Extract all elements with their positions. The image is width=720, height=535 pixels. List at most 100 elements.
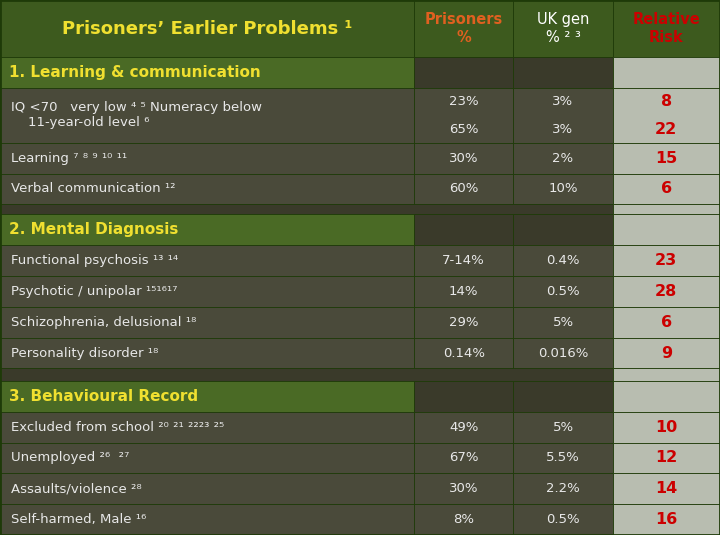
Bar bbox=[0, 276, 414, 307]
Text: Relative
Risk: Relative Risk bbox=[632, 12, 701, 45]
Text: 28: 28 bbox=[655, 284, 678, 299]
Bar bbox=[414, 276, 513, 307]
Bar bbox=[0, 369, 613, 381]
Bar bbox=[613, 381, 720, 412]
Bar bbox=[414, 57, 513, 88]
Bar bbox=[414, 0, 513, 57]
Text: 2%: 2% bbox=[552, 151, 574, 165]
Text: 65%: 65% bbox=[449, 123, 478, 135]
Bar bbox=[414, 215, 513, 245]
Bar bbox=[414, 245, 513, 276]
Text: 0.14%: 0.14% bbox=[443, 347, 485, 360]
Text: 49%: 49% bbox=[449, 421, 478, 433]
Text: Personality disorder ¹⁸: Personality disorder ¹⁸ bbox=[11, 347, 158, 360]
Text: 0.4%: 0.4% bbox=[546, 254, 580, 267]
Bar bbox=[0, 338, 414, 369]
Bar bbox=[513, 412, 613, 442]
Text: IQ <70   very low ⁴ ⁵ Numeracy below
    11-year-old level ⁶: IQ <70 very low ⁴ ⁵ Numeracy below 11-ye… bbox=[11, 101, 262, 129]
Bar bbox=[613, 473, 720, 504]
Bar bbox=[0, 412, 414, 442]
Text: 30%: 30% bbox=[449, 482, 478, 495]
Text: Schizophrenia, delusional ¹⁸: Schizophrenia, delusional ¹⁸ bbox=[11, 316, 196, 328]
Bar bbox=[0, 307, 414, 338]
Text: 6: 6 bbox=[661, 315, 672, 330]
Text: 9: 9 bbox=[661, 346, 672, 361]
Text: Prisoners
%: Prisoners % bbox=[425, 12, 503, 45]
Bar bbox=[0, 215, 414, 245]
Bar bbox=[513, 245, 613, 276]
Bar bbox=[613, 307, 720, 338]
Bar bbox=[613, 369, 720, 381]
Text: 6: 6 bbox=[661, 181, 672, 196]
Bar bbox=[613, 204, 720, 215]
Bar bbox=[613, 173, 720, 204]
Bar bbox=[0, 57, 414, 88]
Bar bbox=[613, 57, 720, 88]
Bar bbox=[513, 88, 613, 143]
Text: Prisoners’ Earlier Problems ¹: Prisoners’ Earlier Problems ¹ bbox=[62, 20, 352, 37]
Text: Verbal communication ¹²: Verbal communication ¹² bbox=[11, 182, 175, 195]
Bar bbox=[613, 412, 720, 442]
Bar bbox=[0, 0, 414, 57]
Text: 10%: 10% bbox=[549, 182, 577, 195]
Text: 16: 16 bbox=[655, 512, 678, 527]
Text: 5%: 5% bbox=[552, 421, 574, 433]
Text: 0.5%: 0.5% bbox=[546, 513, 580, 526]
Text: Assaults/violence ²⁸: Assaults/violence ²⁸ bbox=[11, 482, 142, 495]
Bar bbox=[414, 381, 513, 412]
Text: Excluded from school ²⁰ ²¹ ²²²³ ²⁵: Excluded from school ²⁰ ²¹ ²²²³ ²⁵ bbox=[11, 421, 224, 433]
Text: 8: 8 bbox=[661, 94, 672, 109]
Bar bbox=[414, 442, 513, 473]
Text: 15: 15 bbox=[655, 151, 678, 166]
Bar bbox=[0, 381, 414, 412]
Bar bbox=[414, 473, 513, 504]
Text: Unemployed ²⁶  ²⁷: Unemployed ²⁶ ²⁷ bbox=[11, 452, 129, 464]
Text: 29%: 29% bbox=[449, 316, 478, 328]
Text: 12: 12 bbox=[655, 450, 678, 465]
Bar bbox=[613, 504, 720, 535]
Bar bbox=[513, 381, 613, 412]
Text: 8%: 8% bbox=[453, 513, 474, 526]
Bar bbox=[613, 338, 720, 369]
Bar bbox=[414, 307, 513, 338]
Text: 67%: 67% bbox=[449, 452, 478, 464]
Bar bbox=[414, 338, 513, 369]
Bar bbox=[414, 173, 513, 204]
Bar bbox=[513, 338, 613, 369]
Bar bbox=[513, 504, 613, 535]
Text: 10: 10 bbox=[655, 419, 678, 434]
Bar bbox=[414, 143, 513, 173]
Bar bbox=[414, 412, 513, 442]
Text: 5.5%: 5.5% bbox=[546, 452, 580, 464]
Text: 0.5%: 0.5% bbox=[546, 285, 580, 298]
Bar bbox=[0, 504, 414, 535]
Bar bbox=[613, 276, 720, 307]
Bar bbox=[0, 204, 613, 215]
Text: 23: 23 bbox=[655, 253, 678, 268]
Text: 3. Behavioural Record: 3. Behavioural Record bbox=[9, 389, 198, 404]
Text: 22: 22 bbox=[655, 121, 678, 136]
Bar bbox=[513, 173, 613, 204]
Text: 23%: 23% bbox=[449, 95, 479, 108]
Text: 7-14%: 7-14% bbox=[442, 254, 485, 267]
Text: 14: 14 bbox=[655, 482, 678, 496]
Bar bbox=[513, 0, 613, 57]
Bar bbox=[613, 215, 720, 245]
Text: 5%: 5% bbox=[552, 316, 574, 328]
Bar bbox=[513, 473, 613, 504]
Text: 14%: 14% bbox=[449, 285, 478, 298]
Bar bbox=[0, 473, 414, 504]
Bar bbox=[0, 88, 414, 143]
Bar bbox=[0, 245, 414, 276]
Bar bbox=[513, 57, 613, 88]
Text: 30%: 30% bbox=[449, 151, 478, 165]
Bar bbox=[414, 88, 513, 143]
Text: 2.2%: 2.2% bbox=[546, 482, 580, 495]
Bar bbox=[613, 143, 720, 173]
Bar bbox=[513, 143, 613, 173]
Bar bbox=[0, 173, 414, 204]
Text: Learning ⁷ ⁸ ⁹ ¹⁰ ¹¹: Learning ⁷ ⁸ ⁹ ¹⁰ ¹¹ bbox=[11, 151, 127, 165]
Bar bbox=[0, 143, 414, 173]
Text: 3%: 3% bbox=[552, 95, 574, 108]
Bar bbox=[613, 88, 720, 143]
